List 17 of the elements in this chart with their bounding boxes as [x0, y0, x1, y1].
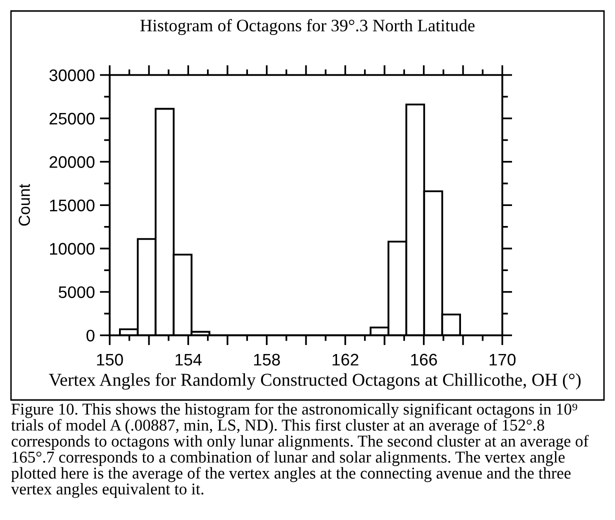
caption: Figure 10. This shows the histogram for the astronomically significant octagons in 10⁹ trials of model A (.00887, min, LS, ND). This first cluster at an average of 152°.8 corresponds to octagons with only lunar alignments. The second cluster at an average of 165°.7 corresponds to a combination of lunar and solar alignments. The vertex angle plotted here is the average of the vertex angles at the connecting avenue and the three vertex angles equivalent to it.: [11, 403, 589, 498]
y-tick-label: 5000: [58, 286, 94, 298]
x-tick-label: 150: [97, 354, 123, 366]
y-axis-title: Count: [18, 184, 30, 226]
y-tick-label: 30000: [49, 69, 94, 82]
x-tick-label: 162: [332, 354, 358, 366]
y-tick-label: 20000: [50, 156, 94, 168]
chart-title: Histogram of Octagons for 39°.3 North Latitude: [140, 19, 475, 35]
y-tick-label: 10000: [50, 242, 94, 255]
x-tick-label: 166: [411, 354, 437, 366]
y-tick-label: 15000: [50, 200, 94, 212]
y-tick-label: 25000: [50, 112, 94, 125]
x-axis-title: Vertex Angles for Randomly Constructed Octagons at Chillicothe, OH (°): [48, 373, 581, 390]
y-tick-label: 0: [86, 330, 94, 342]
x-tick-label: 170: [490, 354, 516, 366]
x-tick-label: 154: [176, 354, 202, 366]
x-tick-label: 158: [254, 354, 280, 366]
